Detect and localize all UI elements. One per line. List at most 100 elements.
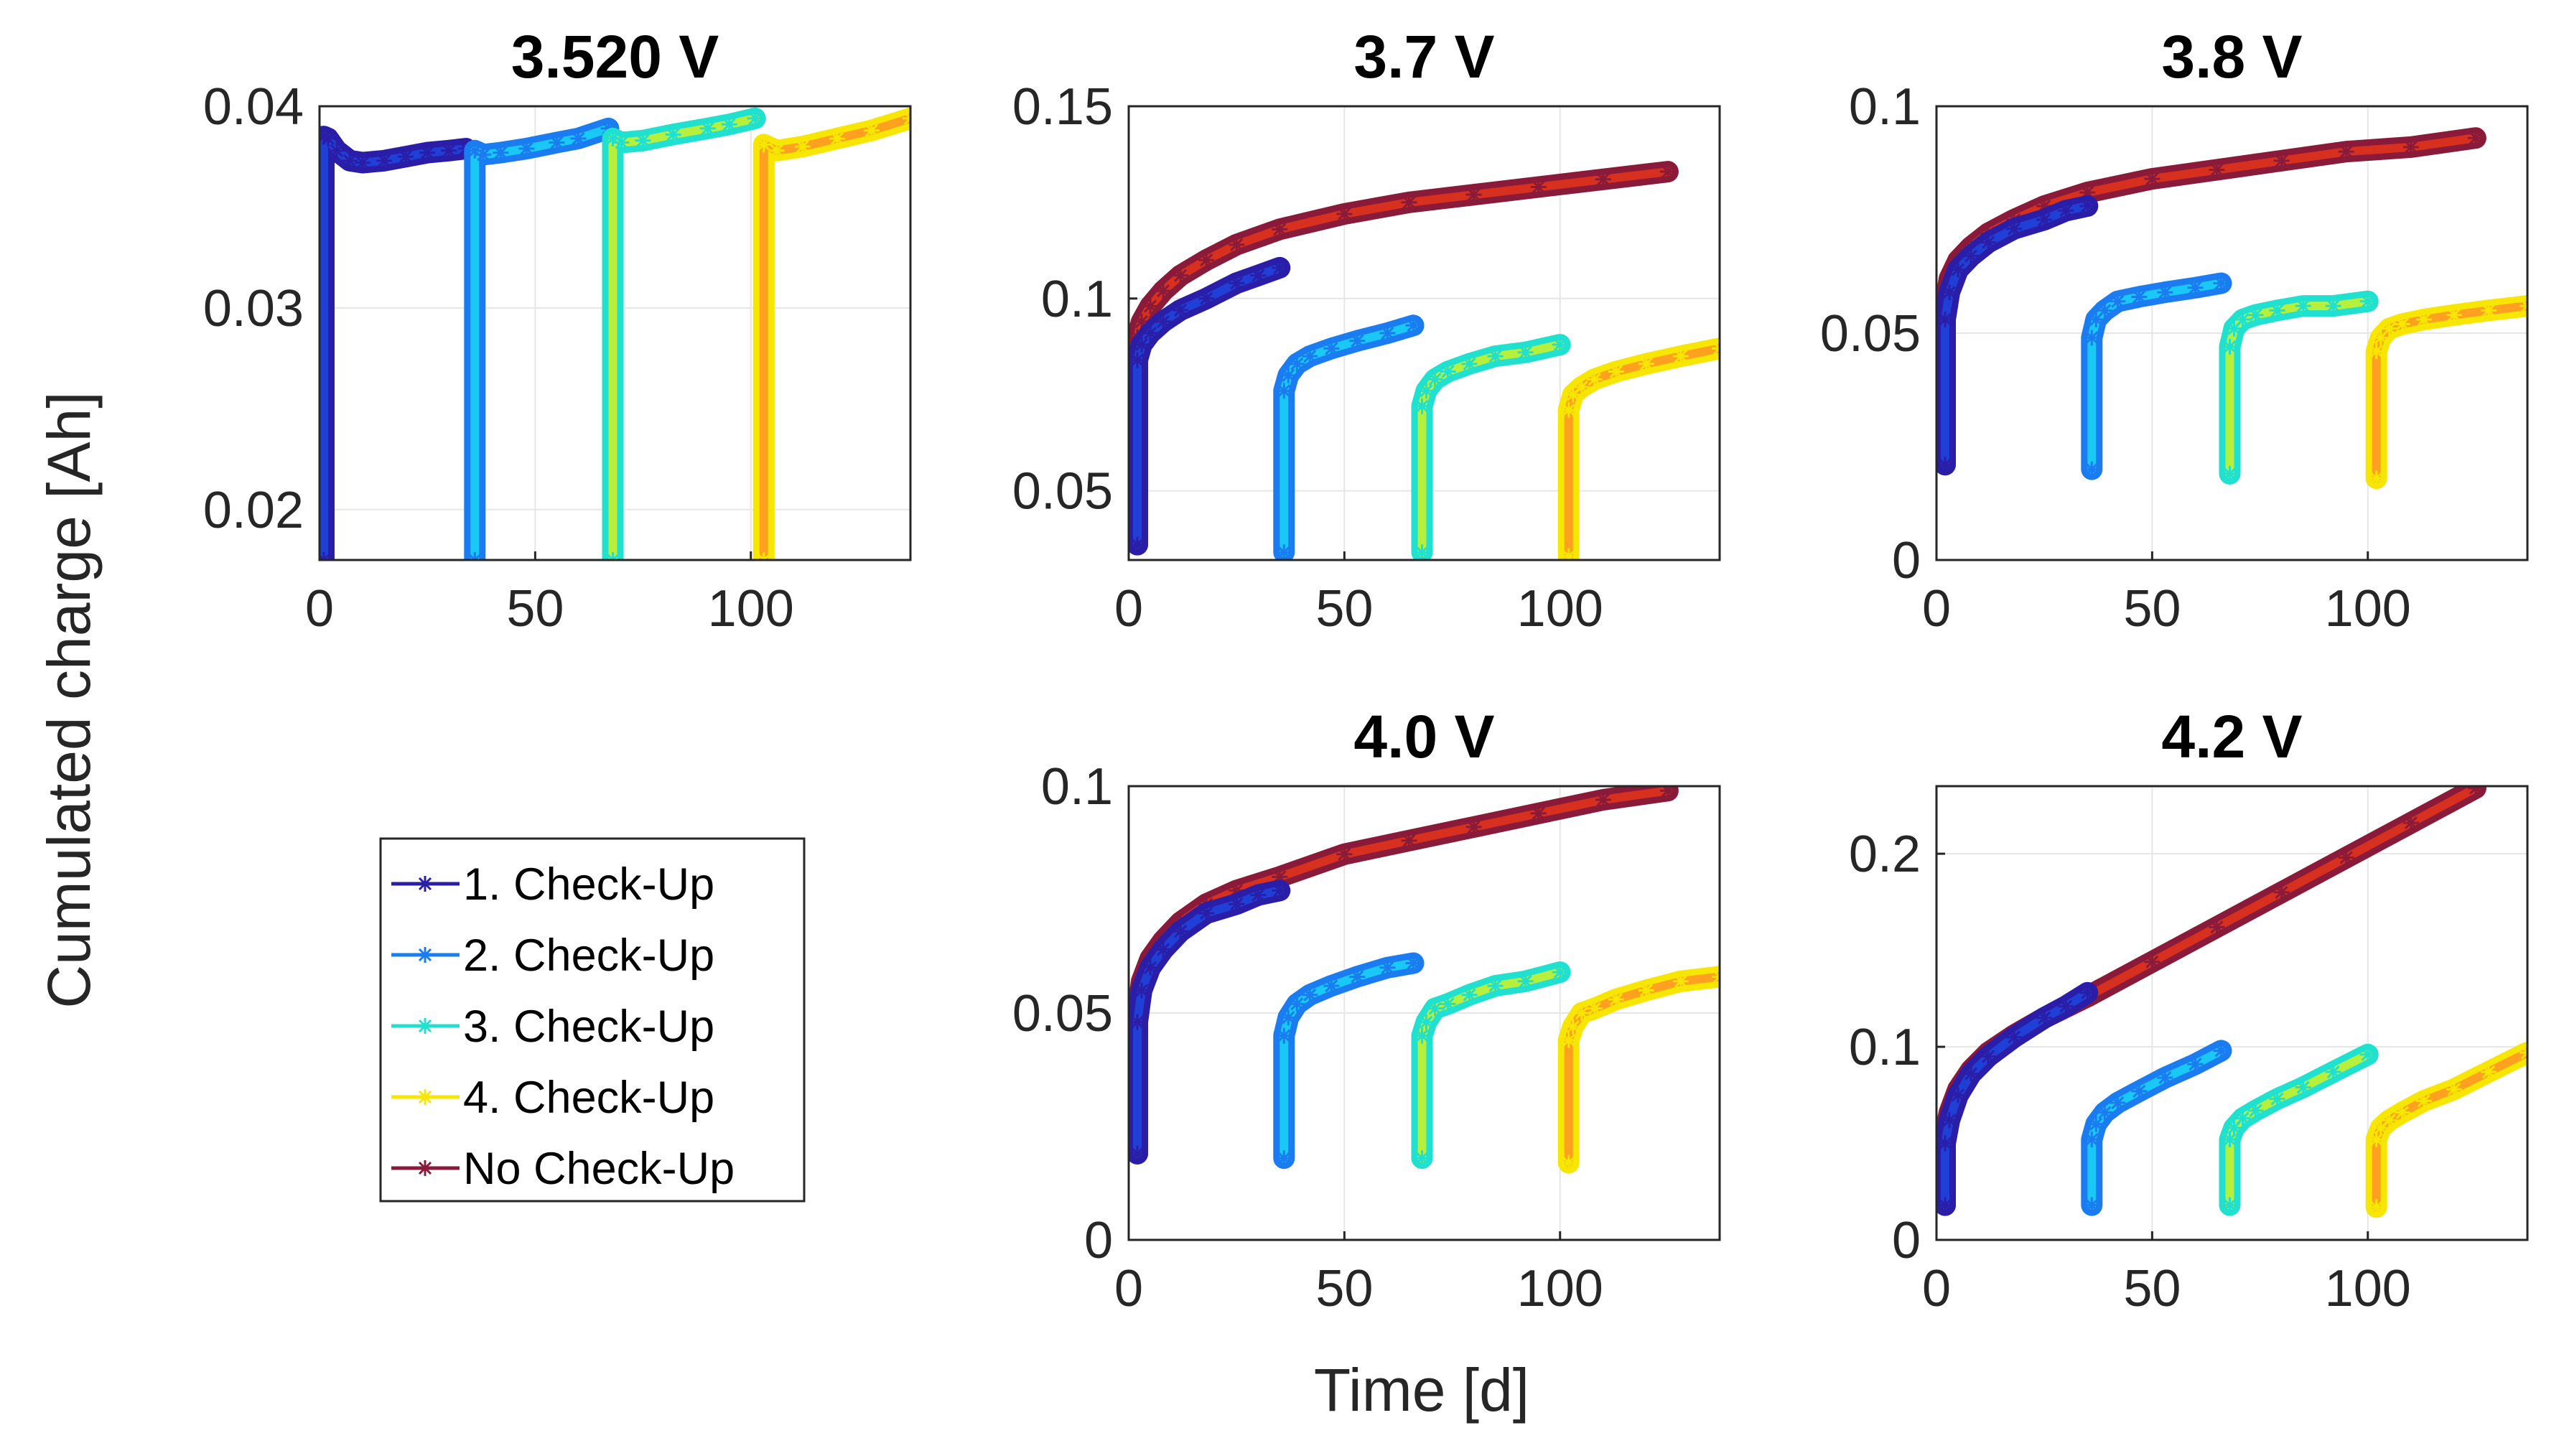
- data-point-no-check-up: [2209, 919, 2225, 935]
- data-point-4-check-up: [2368, 470, 2385, 487]
- axes-box: [318, 105, 912, 561]
- series-line-1-check-up: [1941, 988, 2092, 1210]
- data-point-2-check-up: [1302, 348, 1318, 365]
- y-tick-label: 0.05: [1820, 305, 1921, 363]
- data-point-2-check-up: [1276, 544, 1292, 560]
- data-point-1-check-up: [1937, 1197, 1954, 1213]
- data-point-2-check-up: [1289, 355, 1305, 372]
- data-point-1-check-up: [1250, 887, 1267, 903]
- y-tick-label: 0.15: [1012, 78, 1113, 136]
- data-point-no-check-up: [1530, 805, 1547, 821]
- data-point-2-check-up: [1276, 1150, 1292, 1167]
- data-point-3-check-up: [2222, 338, 2238, 355]
- y-tick-label: 0.05: [1012, 985, 1113, 1042]
- data-point-4-check-up: [1608, 363, 1624, 380]
- data-point-1-check-up: [2058, 998, 2074, 1014]
- series-group: [320, 107, 910, 560]
- data-point-no-check-up: [1272, 869, 1288, 885]
- data-point-4-check-up: [1560, 402, 1577, 419]
- data-point-1-check-up: [1173, 302, 1189, 318]
- x-tick-label: 100: [708, 580, 794, 638]
- data-point-1-check-up: [2036, 1009, 2053, 1026]
- data-point-no-check-up: [2467, 786, 2484, 796]
- data-point-no-check-up: [1155, 283, 1172, 299]
- data-point-3-check-up: [2222, 465, 2238, 482]
- data-point-3-check-up: [1427, 371, 1443, 388]
- data-point-4-check-up: [2381, 1112, 2397, 1129]
- y-tick-label: 0.02: [203, 482, 304, 539]
- data-point-no-check-up: [1595, 171, 1611, 187]
- data-point-1-check-up: [2006, 220, 2023, 237]
- data-point-2-check-up: [1302, 986, 1318, 1003]
- data-point-2-check-up: [493, 144, 509, 161]
- data-point-1-check-up: [320, 130, 337, 146]
- data-point-4-check-up: [1586, 371, 1603, 388]
- x-tick-label: 0: [1922, 580, 1951, 638]
- data-point-3-check-up: [2222, 1197, 2238, 1213]
- data-point-1-check-up: [1980, 1048, 1997, 1065]
- y-tick-label: 0.05: [1012, 463, 1113, 521]
- data-point-no-check-up: [1659, 786, 1676, 799]
- data-point-3-check-up: [1440, 363, 1456, 380]
- data-point-1-check-up: [419, 144, 436, 161]
- data-point-no-check-up: [1336, 205, 1353, 222]
- data-point-2-check-up: [1289, 996, 1305, 1012]
- data-point-4-check-up: [2372, 330, 2389, 346]
- data-point-4-check-up: [2381, 320, 2397, 337]
- data-point-3-check-up: [1461, 355, 1478, 372]
- x-tick-label: 50: [506, 580, 564, 638]
- data-point-3-check-up: [2269, 302, 2285, 319]
- axes-box: [1935, 105, 2529, 561]
- series-line-1-check-up: [1133, 886, 1285, 1158]
- data-point-1-check-up: [1134, 982, 1150, 999]
- data-point-1-check-up: [1142, 959, 1159, 976]
- data-point-4-check-up: [1586, 1000, 1603, 1017]
- legend-label-3-check-up: 3. Check-Up: [463, 1002, 714, 1052]
- data-point-1-check-up: [320, 129, 332, 145]
- data-point-3-check-up: [1440, 996, 1456, 1012]
- data-point-4-check-up: [1565, 1018, 1581, 1035]
- data-point-4-check-up: [2368, 343, 2385, 360]
- data-point-4-check-up: [2394, 1104, 2410, 1121]
- data-point-no-check-up: [1229, 882, 1245, 899]
- data-point-2-check-up: [2157, 284, 2173, 301]
- data-point-3-check-up: [2226, 1120, 2242, 1137]
- x-tick-label: 100: [1517, 580, 1603, 638]
- data-point-1-check-up: [398, 149, 414, 165]
- x-tick-label: 100: [1517, 1260, 1603, 1317]
- data-point-3-check-up: [2359, 1046, 2376, 1063]
- legend-marker-2-check-up: [417, 947, 433, 963]
- panel-title: 3.7 V: [1353, 23, 1494, 90]
- data-point-3-check-up: [2359, 293, 2376, 309]
- y-tick-label: 0: [1892, 532, 1921, 589]
- x-tick-label: 0: [1114, 580, 1143, 638]
- data-point-4-check-up: [2480, 1064, 2497, 1081]
- data-point-1-check-up: [2006, 1029, 2023, 1045]
- data-point-4-check-up: [1638, 982, 1654, 999]
- data-point-no-check-up: [1465, 187, 1482, 203]
- data-point-1-check-up: [1950, 1087, 1967, 1103]
- panel-4: 4.2 V 0 50 100 0 0.1 0.2: [1849, 703, 2529, 1317]
- data-point-2-check-up: [2213, 275, 2229, 291]
- data-point-2-check-up: [2088, 1116, 2104, 1132]
- data-point-3-check-up: [1461, 986, 1478, 1003]
- data-point-3-check-up: [2269, 1091, 2285, 1107]
- panel-title: 4.0 V: [1353, 703, 1494, 770]
- data-point-2-check-up: [2157, 1070, 2173, 1086]
- data-point-3-check-up: [1418, 1014, 1435, 1030]
- legend-box: [379, 837, 806, 1203]
- data-point-3-check-up: [2295, 298, 2311, 314]
- data-point-3-check-up: [635, 132, 651, 149]
- series-group: [1936, 786, 2527, 1218]
- data-point-1-check-up: [1942, 284, 1958, 301]
- data-point-3-check-up: [1552, 337, 1568, 353]
- data-point-2-check-up: [1280, 1009, 1297, 1026]
- data-point-3-check-up: [2234, 1110, 2251, 1126]
- data-point-no-check-up: [2467, 130, 2484, 146]
- data-point-2-check-up: [2131, 289, 2148, 305]
- x-tick-label: 100: [2325, 580, 2411, 638]
- data-point-no-check-up: [2402, 815, 2419, 831]
- panel-title: 3.520 V: [511, 23, 719, 90]
- data-point-2-check-up: [1379, 959, 1396, 976]
- legend-label-no-check-up: No Check-Up: [463, 1144, 735, 1194]
